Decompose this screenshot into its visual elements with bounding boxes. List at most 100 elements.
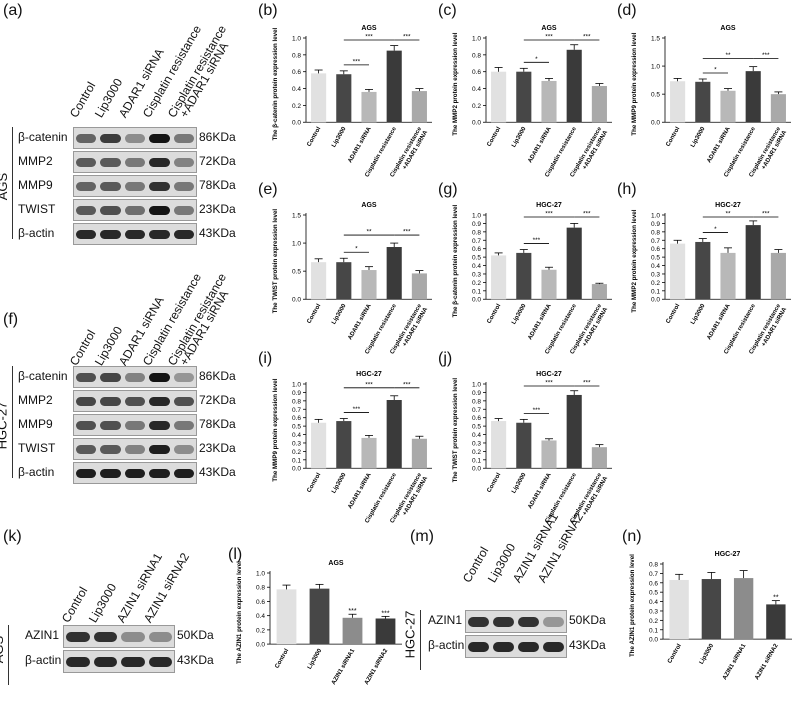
bar [386, 400, 402, 469]
size-label-actin: 43KDa [569, 638, 606, 652]
x-tick-label: Cisplatin resistance+ADAR1 siRNA [749, 303, 789, 359]
cell-line-label: AGS [0, 635, 6, 664]
x-tick-label: Control [486, 472, 502, 494]
band [100, 134, 121, 143]
row-label-actin: β-actin [18, 465, 55, 479]
blot-strip-catenin [73, 127, 197, 149]
band [76, 397, 97, 406]
x-tick-label: ADAR1 siRNA [527, 472, 553, 511]
bar-chart-j: HGC-27 The TWIST protein expression level… [452, 371, 612, 524]
y-tick-label: 0.4 [472, 263, 481, 270]
cell-line-bracket [8, 625, 9, 685]
row-label-mmp9: MMP9 [18, 178, 53, 192]
bar [311, 262, 327, 300]
band [76, 373, 97, 382]
bar [591, 86, 607, 123]
y-tick-label: 0.6 [472, 246, 481, 253]
band [76, 158, 97, 167]
significance-label: ** [366, 229, 372, 236]
panel-letter-l: (l) [228, 546, 243, 563]
size-label-twist: 23KDa [199, 441, 236, 455]
significance-stars: *** [381, 610, 389, 617]
x-tick-label: Control [306, 472, 322, 494]
y-tick-label: 0.9 [472, 390, 481, 397]
x-tick-label: Control [486, 303, 502, 325]
y-tick-label: 1.0 [292, 241, 301, 248]
size-label-twist: 23KDa [199, 202, 236, 216]
y-tick-label: 1.0 [651, 64, 660, 71]
y-tick-label: 1.0 [472, 382, 481, 389]
y-axis-label: The TWIST protein expression level [452, 378, 459, 483]
x-tick-label: Control [665, 126, 681, 148]
band [100, 469, 121, 478]
significance-label: *** [533, 407, 541, 414]
x-tick-label: ADAR1 siRNA [527, 303, 553, 342]
y-tick-label: 1.0 [256, 571, 265, 578]
row-label-mmp2: MMP2 [18, 154, 53, 168]
western-blot-ags: Control Lip3000 ADAR1 siRNA Cisplatin resis… [0, 0, 260, 245]
y-tick-label: 0.0 [292, 466, 301, 473]
band [124, 373, 146, 382]
y-tick-label: 0.6 [649, 580, 658, 587]
x-tick-label: Cisplatin resistance+ADAR1 siRNA [390, 472, 430, 528]
bar [516, 71, 532, 123]
band [124, 469, 146, 478]
significance-label: *** [762, 211, 770, 218]
bar [541, 269, 557, 300]
band [518, 617, 539, 627]
y-tick-label: 0.6 [651, 246, 660, 253]
y-tick-label: 0.7 [472, 238, 481, 245]
bar [516, 252, 532, 300]
bar [670, 243, 686, 300]
x-tick-label: AZIN1 siRNA2 [754, 643, 780, 682]
x-tick-label: Cisplatin resistance+ADAR1 siRNA [570, 126, 610, 182]
size-label-catenin: 86KDa [199, 130, 236, 144]
size-label-catenin: 86KDa [199, 369, 236, 383]
y-tick-label: 0.8 [292, 52, 301, 59]
bar [361, 437, 377, 469]
band [121, 632, 145, 642]
x-tick-label: AZIN1 siRNA1 [722, 643, 748, 682]
x-tick-label: Lip3000 [307, 648, 324, 671]
band [173, 134, 194, 143]
bar [361, 91, 377, 123]
band [173, 397, 194, 406]
band [100, 158, 121, 167]
y-tick-label: 0.7 [651, 238, 660, 245]
panel-letter-h: (h) [617, 181, 637, 198]
size-label-actin: 43KDa [199, 465, 236, 479]
x-tick-label: Lip3000 [331, 303, 348, 326]
y-tick-label: 0.5 [292, 269, 301, 276]
bar [309, 588, 330, 645]
band [76, 206, 97, 215]
size-label-mmp9: 78KDa [199, 178, 236, 192]
band [149, 421, 170, 430]
band [76, 469, 97, 478]
bar-chart-n: HGC-27 The AZIN1 protein expression level… [629, 551, 792, 682]
panel-letter-d: (d) [617, 2, 637, 19]
cell-line-bracket [12, 127, 13, 239]
chart-title: AGS [361, 202, 377, 209]
band [76, 134, 97, 143]
bar-chart-l: AGS The AZIN1 protein expression level 0.0… [236, 560, 402, 686]
blot-strip-actin [73, 462, 197, 484]
row-label-actin: β-actin [18, 226, 55, 240]
band [100, 182, 121, 191]
panel-letter-j: (j) [438, 350, 453, 367]
y-tick-label: 0.7 [472, 407, 481, 414]
x-tick-label: Control [274, 648, 290, 670]
cell-line-bracket [420, 610, 421, 670]
band [124, 445, 146, 454]
blot-strip-azin1 [63, 625, 175, 648]
x-tick-label: Cisplatin resistance+ADAR1 siRNA [390, 303, 430, 359]
y-tick-label: 0.0 [649, 637, 658, 644]
y-tick-label: 0.2 [472, 449, 481, 456]
bar [491, 255, 507, 300]
y-tick-label: 0.3 [651, 271, 660, 278]
y-tick-label: 0.4 [472, 432, 481, 439]
band [149, 134, 170, 143]
panel-letter-k: (k) [3, 528, 22, 545]
band [149, 230, 170, 239]
x-tick-label: ADAR1 siRNA [706, 303, 732, 342]
x-tick-label: Lip3000 [511, 303, 528, 326]
